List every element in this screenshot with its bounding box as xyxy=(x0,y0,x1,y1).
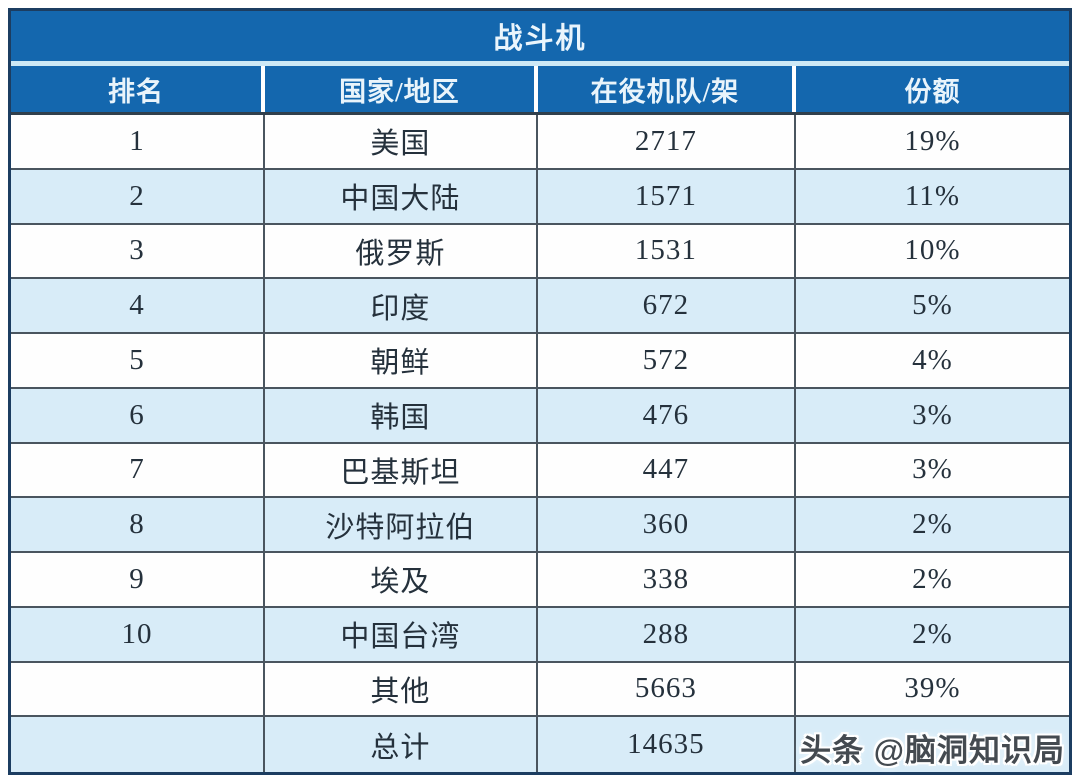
toutiao-watermark: 头条 @脑洞知识局 xyxy=(800,733,1065,768)
rank-cell xyxy=(11,662,265,718)
share-cell: 10% xyxy=(796,225,1069,280)
fleet-cell: 288 xyxy=(537,607,796,663)
table-row: 其他 5663 39% xyxy=(11,662,1069,718)
header-fleet: 在役机队/架 xyxy=(537,66,796,112)
fleet-cell: 447 xyxy=(537,443,796,499)
rank-cell: 3 xyxy=(11,224,265,280)
table-title: 战斗机 xyxy=(11,11,1069,61)
fleet-cell: 360 xyxy=(537,498,796,553)
table-header-row: 排名 国家/地区 在役机队/架 份额 xyxy=(11,66,1069,112)
table-row: 4 印度 672 5% xyxy=(11,279,1069,334)
table-row: 3 俄罗斯 1531 10% xyxy=(11,224,1069,280)
country-cell: 埃及 xyxy=(264,553,538,608)
share-cell: 5% xyxy=(796,279,1069,334)
table-row: 1 美国 2717 19% xyxy=(11,115,1069,170)
rank-cell: 7 xyxy=(11,443,265,499)
table-row: 总计 14635 xyxy=(11,717,1069,772)
fleet-cell: 1571 xyxy=(537,169,796,225)
table-row: 5 朝鲜 572 4% xyxy=(11,334,1069,389)
table-row: 9 埃及 338 2% xyxy=(11,553,1069,608)
fighter-jet-table: 战斗机 排名 国家/地区 在役机队/架 份额 1 美国 2717 19% 2 中… xyxy=(8,8,1072,775)
rank-cell: 4 xyxy=(11,279,265,334)
country-cell: 其他 xyxy=(264,662,538,718)
fleet-cell: 5663 xyxy=(537,662,796,718)
country-cell: 韩国 xyxy=(264,388,538,444)
country-cell: 沙特阿拉伯 xyxy=(264,498,538,553)
country-cell: 巴基斯坦 xyxy=(264,443,538,499)
share-cell: 3% xyxy=(796,389,1069,444)
share-cell: 2% xyxy=(796,608,1069,663)
share-cell: 19% xyxy=(796,115,1069,170)
country-cell: 美国 xyxy=(264,115,538,170)
table-row: 7 巴基斯坦 447 3% xyxy=(11,443,1069,499)
share-cell: 11% xyxy=(796,170,1069,225)
rank-cell: 8 xyxy=(11,498,265,553)
fleet-cell: 14635 xyxy=(538,717,796,772)
country-cell: 中国台湾 xyxy=(264,607,538,663)
rank-cell: 6 xyxy=(11,388,265,444)
fleet-cell: 672 xyxy=(537,279,796,334)
share-cell: 2% xyxy=(796,498,1069,553)
rank-cell: 5 xyxy=(11,334,265,389)
table-row: 6 韩国 476 3% xyxy=(11,388,1069,444)
table-row: 10 中国台湾 288 2% xyxy=(11,607,1069,663)
rank-cell: 10 xyxy=(11,607,265,663)
country-cell: 中国大陆 xyxy=(264,169,538,225)
share-cell: 3% xyxy=(796,444,1069,499)
fleet-cell: 476 xyxy=(537,388,796,444)
fleet-cell: 572 xyxy=(537,334,796,389)
fleet-cell: 2717 xyxy=(537,115,796,170)
rank-cell: 9 xyxy=(11,553,265,608)
table-row: 8 沙特阿拉伯 360 2% xyxy=(11,498,1069,553)
header-country: 国家/地区 xyxy=(264,66,538,112)
table-body: 1 美国 2717 19% 2 中国大陆 1571 11% 3 俄罗斯 1531… xyxy=(11,115,1069,772)
fleet-cell: 1531 xyxy=(537,224,796,280)
title-divider xyxy=(11,61,1069,66)
table-row: 2 中国大陆 1571 11% xyxy=(11,169,1069,225)
country-cell: 朝鲜 xyxy=(264,334,538,389)
rank-cell: 1 xyxy=(11,115,265,170)
share-cell: 4% xyxy=(796,334,1069,389)
country-cell: 印度 xyxy=(264,279,538,334)
share-cell: 2% xyxy=(796,553,1069,608)
header-rank: 排名 xyxy=(11,66,265,112)
share-cell: 39% xyxy=(796,663,1069,718)
header-divider xyxy=(11,112,1069,115)
fleet-cell: 338 xyxy=(537,553,796,608)
rank-cell xyxy=(11,717,265,772)
country-cell: 总计 xyxy=(265,717,538,772)
country-cell: 俄罗斯 xyxy=(264,224,538,280)
rank-cell: 2 xyxy=(11,169,265,225)
header-share: 份额 xyxy=(796,66,1069,112)
